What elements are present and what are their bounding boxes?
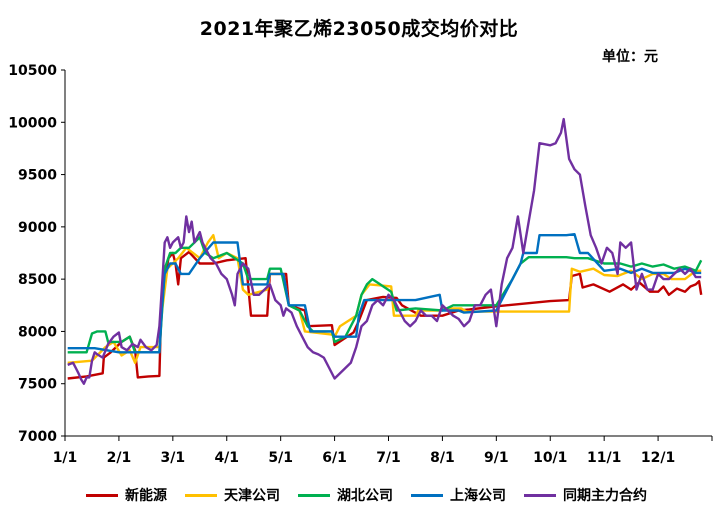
legend-label: 新能源	[125, 488, 167, 504]
legend-label: 湖北公司	[337, 488, 393, 504]
series-line	[67, 117, 702, 385]
y-tick-label: 10000	[8, 115, 57, 131]
x-tick-label: 3/1	[161, 450, 186, 466]
x-tick-label: 10/1	[533, 450, 567, 466]
y-tick-label: 8000	[18, 324, 57, 340]
legend-swatch	[298, 493, 330, 497]
y-tick-label: 9000	[18, 220, 57, 236]
y-tick-label: 9500	[18, 168, 57, 184]
x-tick-label: 7/1	[376, 450, 401, 466]
series-line	[67, 233, 702, 354]
legend-item: 新能源	[86, 485, 167, 505]
x-tick-label: 5/1	[268, 450, 293, 466]
axes: 7000 7500 8000 8500 9000 9500 10000 10500 1/1 2/1…	[8, 63, 713, 466]
x-tick-label: 2/1	[107, 450, 132, 466]
legend-swatch	[524, 493, 556, 497]
legend-swatch	[86, 493, 118, 497]
legend: 新能源 天津公司 湖北公司 上海公司 同期主力合约	[86, 485, 665, 505]
legend-label: 天津公司	[224, 488, 280, 504]
unit-label: 单位：元	[602, 49, 658, 65]
legend-item: 湖北公司	[298, 485, 393, 505]
chart-title: 2021年聚乙烯23050成交均价对比	[199, 18, 519, 40]
legend-item: 上海公司	[411, 485, 506, 505]
y-tick-label: 7000	[18, 429, 57, 445]
x-tick-label: 6/1	[322, 450, 347, 466]
legend-item: 天津公司	[185, 485, 280, 505]
y-tick-label: 8500	[18, 272, 57, 288]
legend-swatch	[411, 493, 443, 497]
x-tick-label: 11/1	[587, 450, 621, 466]
legend-item: 同期主力合约	[524, 485, 647, 505]
x-tick-label: 4/1	[214, 450, 239, 466]
x-tick-label: 8/1	[430, 450, 455, 466]
x-tick-label: 1/1	[53, 450, 78, 466]
series-layer	[67, 117, 703, 385]
legend-label: 同期主力合约	[563, 488, 647, 504]
y-tick-label: 10500	[8, 63, 57, 79]
x-tick-label: 9/1	[484, 450, 509, 466]
legend-label: 上海公司	[450, 488, 506, 504]
x-tick-label: 12/1	[641, 450, 675, 466]
legend-swatch	[185, 493, 217, 497]
y-tick-label: 7500	[18, 377, 57, 393]
